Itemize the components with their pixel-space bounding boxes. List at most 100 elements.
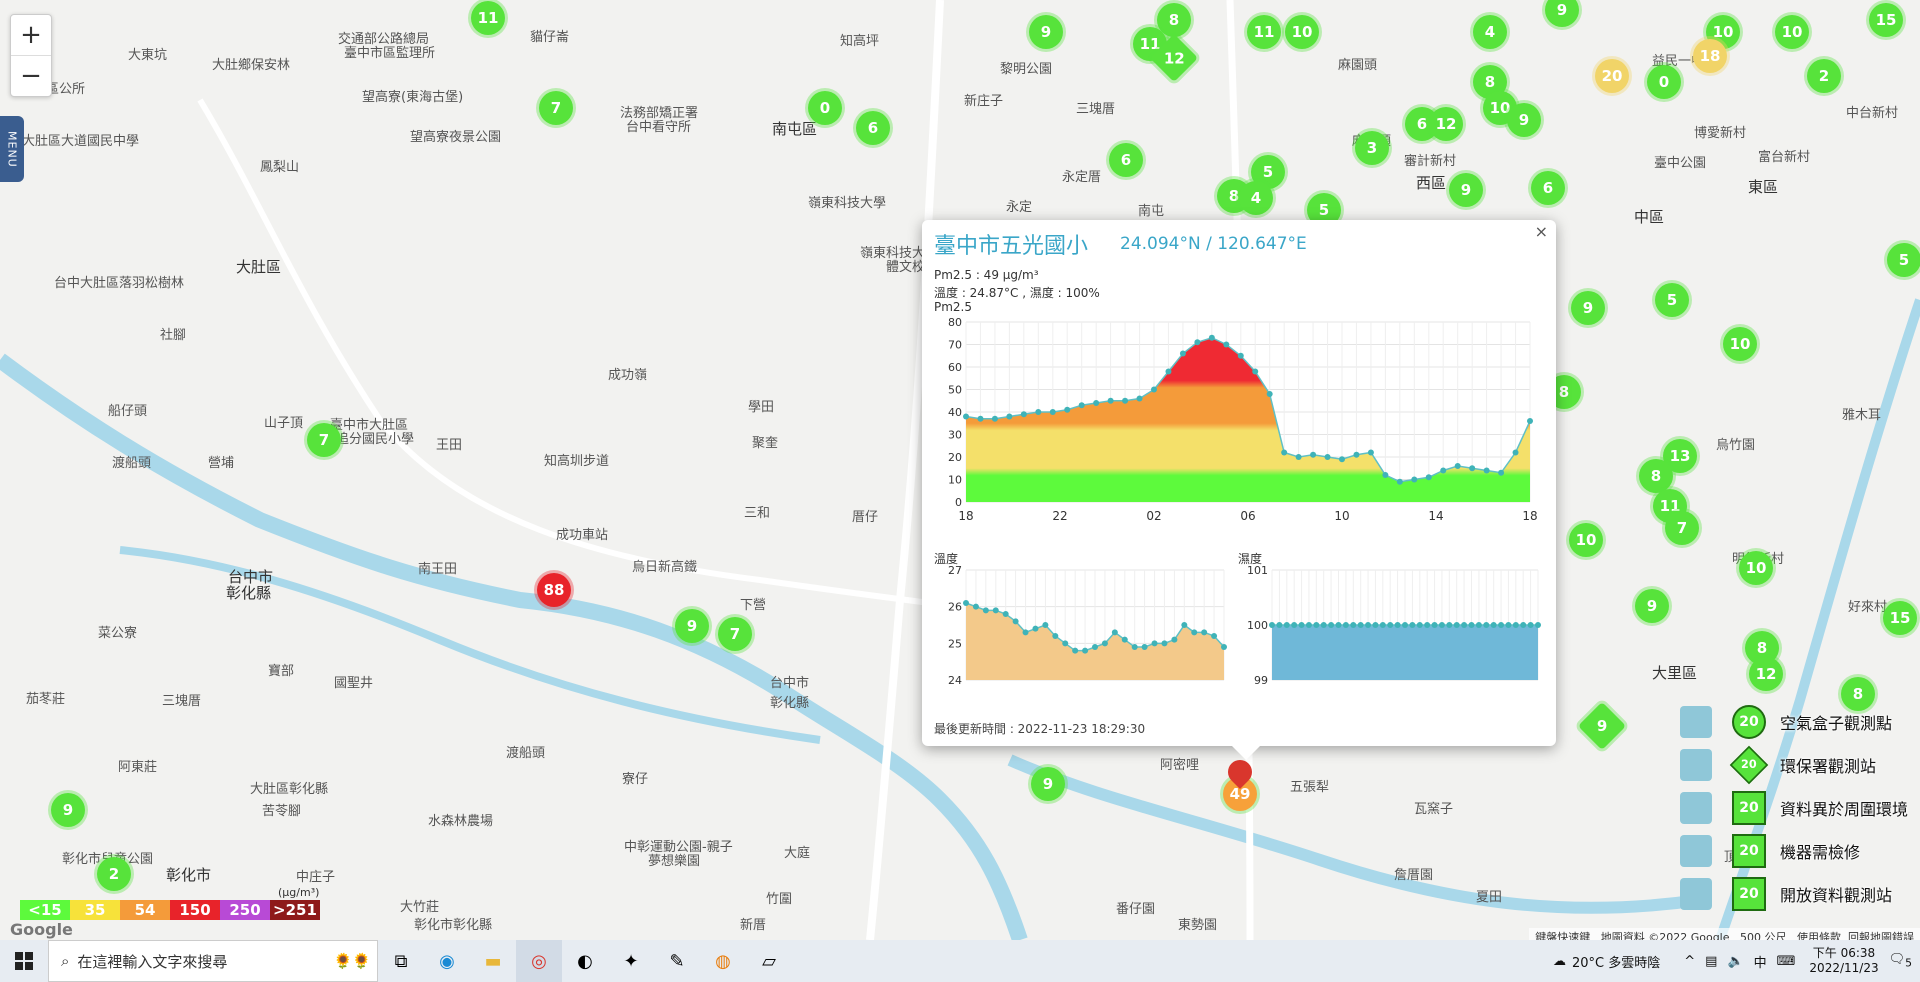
station-marker[interactable]: 15: [1869, 3, 1903, 37]
data-point: [1181, 622, 1188, 628]
station-marker[interactable]: 12: [1749, 657, 1783, 691]
volume-icon[interactable]: 🔈: [1727, 953, 1744, 969]
marker-value: 10: [1489, 99, 1511, 117]
scale-text[interactable]: 500 公尺: [1740, 931, 1787, 940]
station-marker[interactable]: 10: [1739, 551, 1773, 585]
data-point: [1387, 622, 1394, 628]
taskbar-search[interactable]: ⌕ 在這裡輸入文字來搜尋 🌻🌻: [48, 940, 378, 982]
station-marker[interactable]: 18: [1693, 39, 1727, 73]
station-marker[interactable]: 11: [1247, 15, 1281, 49]
station-marker[interactable]: 2: [1807, 59, 1841, 93]
station-marker[interactable]: 8: [1157, 3, 1191, 37]
data-point: [1483, 622, 1490, 628]
close-icon[interactable]: ×: [1534, 222, 1548, 241]
station-marker[interactable]: 88: [537, 573, 571, 607]
station-marker[interactable]: 7: [1665, 511, 1699, 545]
blender-icon[interactable]: ◍: [715, 950, 731, 972]
ime-indicator[interactable]: 中: [1753, 955, 1767, 971]
place-label: 彰化縣: [226, 584, 272, 602]
data-point: [1201, 629, 1208, 636]
zoom-out-button[interactable]: −: [11, 55, 51, 96]
station-marker[interactable]: 7: [718, 617, 752, 651]
station-marker[interactable]: 6: [856, 111, 890, 145]
task-view-icon[interactable]: ⧉: [394, 950, 408, 972]
app-icon-2[interactable]: ✦: [623, 950, 639, 972]
data-point: [1483, 467, 1490, 474]
station-marker[interactable]: 9: [1507, 103, 1541, 137]
station-marker[interactable]: 10: [1723, 327, 1757, 361]
station-marker[interactable]: 15: [1883, 601, 1917, 635]
marker-value: 9: [686, 617, 698, 635]
place-label: 富台新村: [1758, 150, 1811, 165]
notification-icon[interactable]: 🗨5: [1888, 952, 1912, 970]
station-marker[interactable]: 4: [1473, 15, 1507, 49]
station-marker[interactable]: 8: [1639, 459, 1673, 493]
keyboard-shortcuts-link[interactable]: 鍵盤快速鍵: [1535, 931, 1591, 940]
data-point: [1252, 368, 1259, 375]
station-marker[interactable]: 9: [51, 793, 85, 827]
clock[interactable]: 下午 06:38 2022/11/23: [1809, 946, 1878, 976]
station-marker[interactable]: 12: [1429, 107, 1463, 141]
station-marker[interactable]: 6: [1531, 171, 1565, 205]
file-explorer-icon[interactable]: ▬: [484, 950, 502, 972]
station-marker[interactable]: 5: [1655, 283, 1689, 317]
station-marker[interactable]: 10: [1775, 15, 1809, 49]
station-marker[interactable]: 2: [97, 857, 131, 891]
data-point: [1237, 352, 1244, 359]
network-icon[interactable]: ▤: [1705, 953, 1718, 969]
marker-value: 8: [1852, 685, 1864, 703]
app-icon-4[interactable]: ▱: [762, 950, 776, 972]
station-legend-label: 資料異於周圍環境: [1780, 799, 1909, 819]
y-tick-label: 80: [948, 316, 962, 329]
station-legend-label: 機器需檢修: [1780, 842, 1861, 862]
menu-button[interactable]: MENU: [0, 116, 24, 182]
station-marker[interactable]: 9: [1571, 291, 1605, 325]
station-marker[interactable]: 9: [1545, 0, 1579, 27]
data-point: [1416, 622, 1423, 628]
station-marker[interactable]: 9: [1635, 589, 1669, 623]
station-marker[interactable]: 0: [808, 91, 842, 125]
station-marker[interactable]: 6: [1109, 143, 1143, 177]
station-marker[interactable]: 9: [675, 609, 709, 643]
tray-chevron-icon[interactable]: ^: [1684, 953, 1696, 969]
station-marker[interactable]: 3: [1355, 131, 1389, 165]
station-marker[interactable]: 10: [1569, 523, 1603, 557]
data-point: [1396, 478, 1403, 485]
station-marker[interactable]: 11: [471, 1, 505, 35]
data-point: [1505, 622, 1512, 628]
station-legend-row: 20 開放資料觀測站: [1680, 872, 1908, 915]
station-marker[interactable]: 7: [307, 423, 341, 457]
edge-icon[interactable]: ◉: [439, 950, 455, 972]
data-point: [1310, 451, 1317, 458]
marker-value: 88: [543, 581, 565, 599]
data-point: [1520, 622, 1527, 628]
station-marker[interactable]: 9: [1449, 173, 1483, 207]
station-marker[interactable]: 7: [539, 91, 573, 125]
terms-link[interactable]: 使用條款: [1797, 931, 1841, 940]
marker-value: 9: [1040, 23, 1052, 41]
place-label: 大東坑: [128, 48, 168, 63]
weather-text[interactable]: 20°C 多雲時陰: [1571, 955, 1661, 971]
data-point: [1469, 465, 1476, 472]
station-marker[interactable]: 0: [1647, 65, 1681, 99]
station-marker[interactable]: 9: [1031, 767, 1065, 801]
map[interactable]: 大東坑 大肚鄉保安林 交通部公路總局 臺中市區監理所 貓仔崙 大肚區公所 望高寮(東海古堡)…: [0, 0, 1920, 940]
marker-value: 12: [1163, 49, 1185, 67]
station-marker[interactable]: 8: [1841, 677, 1875, 711]
data-point: [1342, 622, 1349, 628]
station-marker[interactable]: 5: [1887, 243, 1920, 277]
zoom-in-button[interactable]: +: [20, 20, 42, 50]
chrome-icon[interactable]: ◎: [516, 940, 562, 982]
report-error-link[interactable]: 回報地圖錯誤: [1848, 931, 1914, 940]
station-marker[interactable]: 20: [1595, 59, 1629, 93]
keyboard-icon[interactable]: ⌨: [1776, 953, 1796, 969]
place-label: 竹圍: [766, 892, 793, 907]
start-button[interactable]: [0, 940, 48, 982]
station-marker[interactable]: 10: [1285, 15, 1319, 49]
app-icon-1[interactable]: ◐: [577, 950, 593, 972]
data-point: [1266, 391, 1273, 397]
station-marker[interactable]: 4: [1239, 181, 1273, 215]
station-marker[interactable]: 9: [1029, 15, 1063, 49]
app-icon-3[interactable]: ✎: [669, 950, 685, 972]
open-data-icon: [1680, 877, 1712, 910]
